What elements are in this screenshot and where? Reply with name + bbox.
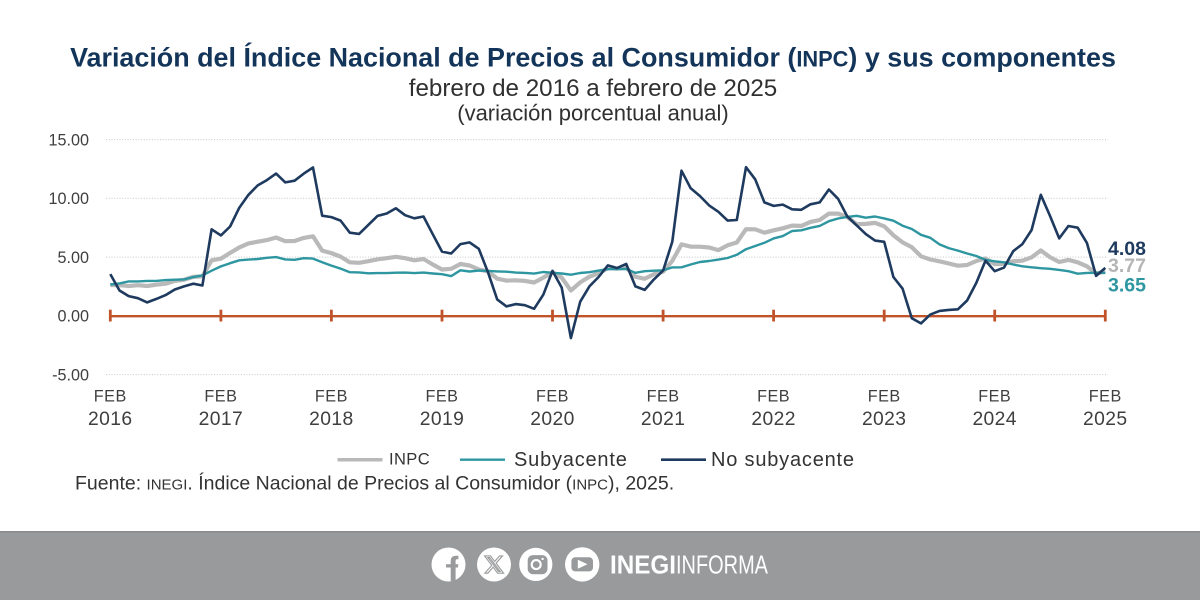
svg-text:(variación porcentual anual): (variación porcentual anual) <box>457 100 729 125</box>
svg-text:FEB: FEB <box>868 388 901 406</box>
svg-text:5.00: 5.00 <box>57 249 89 267</box>
svg-text:febrero de 2016 a febrero de 2: febrero de 2016 a febrero de 2025 <box>409 75 777 102</box>
svg-text:Variación del Índice Nacional: Variación del Índice Nacional de Precios… <box>70 42 1116 73</box>
svg-text:FEB: FEB <box>94 388 127 406</box>
svg-text:INEGI: INEGI <box>610 550 676 580</box>
svg-text:2016: 2016 <box>88 409 133 430</box>
svg-text:-5.00: -5.00 <box>52 366 89 384</box>
svg-text:FEB: FEB <box>757 388 790 406</box>
svg-text:2023: 2023 <box>862 409 907 430</box>
svg-text:INPC: INPC <box>389 451 430 469</box>
svg-text:Subyacente: Subyacente <box>514 449 628 471</box>
svg-text:INFORMA: INFORMA <box>676 550 768 580</box>
svg-text:2019: 2019 <box>420 409 465 430</box>
svg-text:FEB: FEB <box>315 388 348 406</box>
svg-text:FEB: FEB <box>647 388 680 406</box>
svg-text:FEB: FEB <box>204 388 237 406</box>
svg-text:2025: 2025 <box>1083 409 1128 430</box>
svg-text:2017: 2017 <box>199 409 244 430</box>
svg-text:FEB: FEB <box>426 388 459 406</box>
svg-text:FEB: FEB <box>978 388 1011 406</box>
svg-text:2022: 2022 <box>751 409 796 430</box>
svg-text:10.00: 10.00 <box>48 190 89 208</box>
svg-text:2018: 2018 <box>309 409 354 430</box>
svg-text:0.00: 0.00 <box>57 308 89 326</box>
svg-text:2021: 2021 <box>641 409 686 430</box>
svg-text:3.65: 3.65 <box>1108 275 1146 297</box>
svg-text:4.08: 4.08 <box>1108 238 1146 260</box>
svg-text:FEB: FEB <box>536 388 569 406</box>
svg-text:Fuente: INEGI. Índice Nacional: Fuente: INEGI. Índice Nacional de Precio… <box>75 472 674 495</box>
svg-text:3.77: 3.77 <box>1108 255 1146 277</box>
svg-text:No subyacente: No subyacente <box>711 449 855 471</box>
svg-text:15.00: 15.00 <box>48 132 89 150</box>
svg-text:FEB: FEB <box>1089 388 1122 406</box>
svg-text:2024: 2024 <box>972 409 1017 430</box>
svg-text:2020: 2020 <box>530 409 575 430</box>
